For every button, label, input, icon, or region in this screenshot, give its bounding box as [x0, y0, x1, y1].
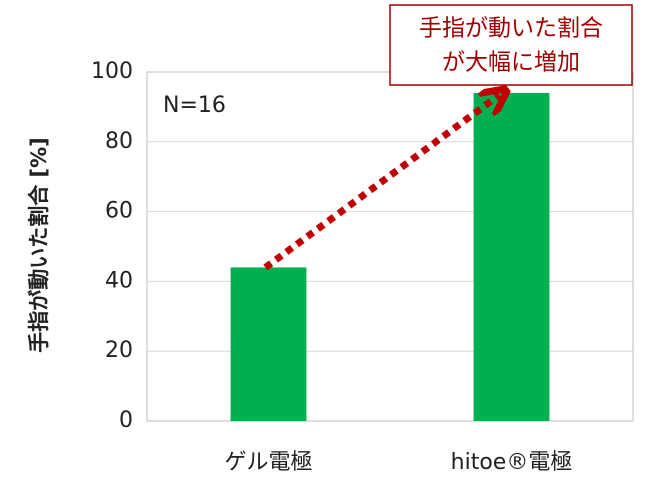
y-tick-label: 60 — [105, 199, 133, 224]
bar — [473, 92, 550, 421]
annotation: N=16 — [163, 93, 226, 118]
y-tick-label: 80 — [105, 129, 133, 154]
x-tick-label: hitoe®電極 — [451, 450, 573, 475]
y-tick-label: 100 — [91, 59, 133, 84]
plot-frame — [146, 71, 634, 422]
callout-text: 手指が動いた割合 — [419, 16, 603, 42]
trend-arrow — [263, 95, 500, 271]
x-tick-label: ゲル電極 — [224, 450, 312, 475]
y-axis-label: 手指が動いた割合 [%] — [27, 137, 51, 353]
callout-text: が大幅に増加 — [442, 50, 580, 76]
y-tick-label: 0 — [119, 408, 133, 433]
y-tick-label: 40 — [105, 268, 133, 293]
y-tick-label: 20 — [105, 338, 133, 363]
bar — [230, 267, 307, 421]
